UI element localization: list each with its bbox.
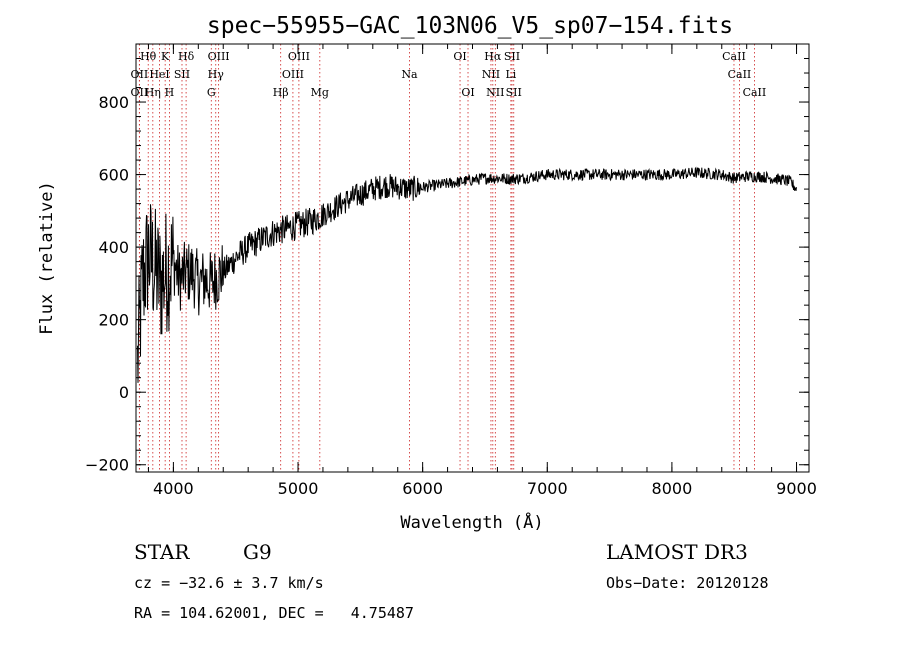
y-tick-label: 400 [98,238,129,257]
plot-frame [135,43,810,473]
x-axis-ticks: 4000 5000 6000 7000 8000 9000 [147,44,817,498]
obs-date-text: Obs−Date: 20120128 [606,574,769,592]
emission-line-label: OIII [208,50,230,63]
emission-line-label: CaII [743,86,767,99]
emission-line-label: Hδ [178,50,195,63]
x-tick-label: 8000 [652,479,693,498]
x-tick-label: 6000 [402,479,443,498]
x-tick-label: 5000 [278,479,319,498]
y-tick-label: 0 [119,383,129,402]
y-axis-ticks: −200 0 200 400 600 800 [85,58,809,475]
emission-line-label: SII [506,86,522,99]
emission-line-label: OII [131,68,149,81]
y-tick-label: 800 [98,93,129,112]
emission-line-label: K [161,50,170,63]
emission-line-label: OIII [282,68,304,81]
x-tick-label: 9000 [776,479,817,498]
emission-line-label: SII [504,50,520,63]
emission-line-label: Hθ [140,50,157,63]
survey-name: LAMOST DR3 [606,540,748,564]
emission-line-label: OI [461,86,474,99]
emission-line-label: G [207,86,216,99]
emission-line-label: Mg [311,86,329,99]
y-tick-label: 600 [98,166,129,185]
emission-line-label: SII [174,68,190,81]
emission-line-label: Na [401,68,418,81]
emission-line-label: OI [453,50,466,63]
emission-line-labels: OII OII Hθ Hη HeI K H SII Hδ G Hγ OIII Hβ OIII OIII Mg N… [131,50,767,99]
y-tick-label: 200 [98,311,129,330]
emission-line-label: Li [505,68,516,81]
emission-line-label: Hβ [273,86,289,99]
emission-line-label: CaII [722,50,746,63]
y-tick-label: −200 [85,456,129,475]
emission-line-label: H [165,86,175,99]
spectrum-line [137,166,797,383]
emission-line-label: NII [486,86,504,99]
coords-text: RA = 104.62001, DEC = 4.75487 [134,604,414,622]
subclass: G9 [243,540,272,564]
redshift-text: cz = −32.6 ± 3.7 km/s [134,574,324,592]
chart-title: spec−55955−GAC_103N06_V5_sp07−154.fits [207,13,733,39]
emission-line-label: OIII [288,50,310,63]
emission-line-label: Hη [145,86,161,99]
emission-line-label: NII [482,68,500,81]
emission-line-label: OII [131,86,149,99]
emission-line-label: Hα [484,50,502,63]
object-class: STAR [134,540,190,564]
y-axis-label: Flux (relative) [37,181,57,335]
x-tick-label: 4000 [153,479,194,498]
emission-line-label: HeI [149,68,169,81]
emission-line-label: Hγ [208,68,225,81]
emission-line-label: CaII [728,68,752,81]
x-tick-label: 7000 [527,479,568,498]
x-axis-label: Wavelength (Å) [400,511,543,533]
emission-line-markers [138,44,755,472]
